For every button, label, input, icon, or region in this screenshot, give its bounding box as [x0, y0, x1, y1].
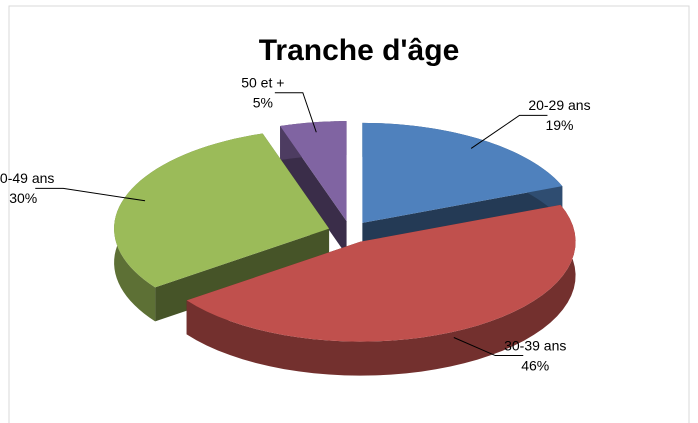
slice-value-label: 5%: [253, 94, 273, 110]
slice-label: 50 et +: [241, 74, 284, 90]
pie-slice: [114, 133, 330, 288]
chart-title: Tranche d'âge: [259, 34, 460, 67]
leader-line: [35, 187, 146, 202]
slice-label: 20-29 ans: [528, 97, 590, 113]
slice-value-label: 30%: [9, 190, 37, 206]
leader-line: [453, 337, 524, 357]
slice: [280, 121, 347, 256]
leader-line: [274, 92, 317, 133]
slice-value-label: 19%: [545, 117, 573, 133]
slice-side: [186, 204, 576, 376]
leader-line: [470, 114, 548, 149]
slice-wall: [280, 126, 347, 256]
slice-label: 30-39 ans: [504, 337, 566, 353]
slice-value-label: 46%: [521, 357, 549, 373]
pie-slice: [186, 204, 576, 342]
slice-label: 40-49 ans: [0, 170, 54, 186]
slice: [186, 204, 576, 376]
pie-slice: [280, 121, 347, 222]
pie-slice: [362, 122, 563, 223]
